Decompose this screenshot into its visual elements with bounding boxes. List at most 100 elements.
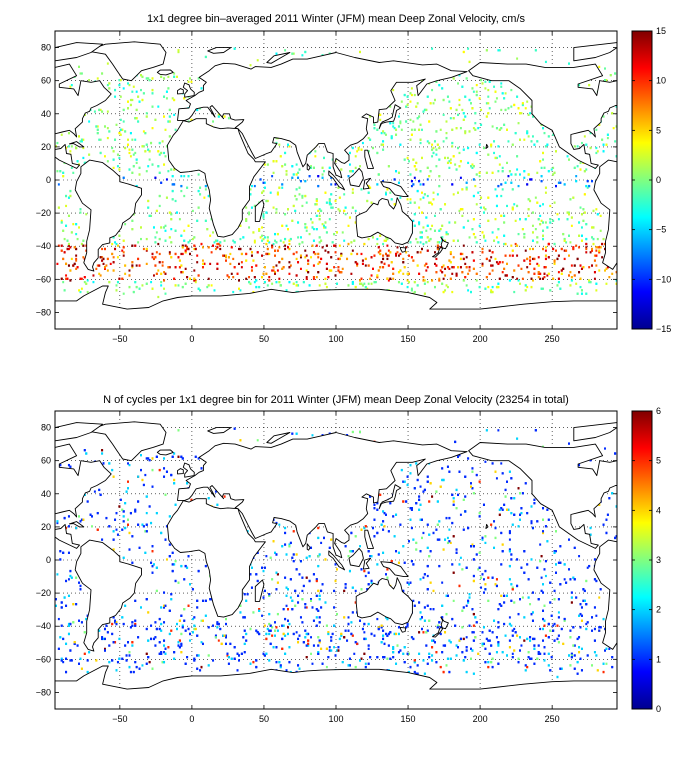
data-bin — [501, 188, 504, 191]
data-bin — [201, 246, 204, 249]
data-bin — [418, 128, 421, 131]
data-bin — [67, 196, 70, 199]
data-bin — [546, 226, 549, 229]
data-bin — [517, 184, 520, 188]
data-bin — [353, 652, 356, 655]
data-bin — [238, 279, 240, 282]
data-bin — [384, 252, 387, 256]
data-bin — [294, 194, 297, 198]
data-bin — [328, 269, 331, 272]
data-bin — [354, 261, 357, 264]
data-bin — [200, 242, 203, 246]
data-bin — [579, 277, 582, 280]
data-bin — [572, 196, 575, 199]
data-bin — [131, 261, 134, 264]
data-bin — [88, 79, 91, 82]
data-bin — [536, 171, 539, 174]
data-bin — [423, 264, 426, 267]
data-bin — [167, 266, 170, 269]
data-bin — [615, 271, 617, 274]
data-bin — [176, 75, 178, 78]
data-bin — [108, 82, 111, 85]
data-bin — [462, 244, 465, 247]
data-bin — [158, 171, 161, 174]
data-bin — [334, 244, 337, 247]
data-bin — [457, 239, 459, 242]
data-bin — [475, 151, 478, 155]
data-bin — [262, 237, 265, 241]
data-bin — [291, 165, 294, 168]
data-bin — [457, 266, 459, 269]
data-bin — [422, 183, 425, 186]
data-bin — [127, 107, 129, 110]
data-bin — [526, 257, 529, 261]
data-bin — [72, 264, 75, 267]
data-bin — [593, 277, 596, 280]
data-bin — [253, 241, 256, 244]
data-bin — [591, 180, 594, 183]
data-bin — [65, 274, 68, 277]
data-bin — [186, 186, 189, 189]
data-bin — [210, 284, 213, 287]
data-bin — [150, 280, 153, 284]
data-bin — [516, 95, 519, 98]
data-bin — [65, 262, 68, 266]
data-bin — [405, 251, 408, 254]
data-bin — [119, 118, 122, 121]
data-bin — [544, 574, 547, 578]
data-bin — [193, 269, 196, 272]
data-bin — [101, 256, 104, 259]
data-bin — [530, 285, 533, 289]
data-bin — [348, 151, 351, 155]
data-bin — [464, 95, 467, 98]
data-bin — [412, 158, 415, 161]
data-bin — [373, 254, 376, 257]
data-bin — [271, 244, 274, 247]
data-bin — [281, 165, 284, 168]
data-bin — [275, 264, 278, 267]
data-bin — [433, 98, 436, 102]
data-bin — [490, 145, 493, 148]
data-bin — [93, 110, 96, 113]
data-bin — [457, 82, 459, 85]
data-bin — [200, 87, 203, 90]
data-bin — [598, 249, 601, 252]
data-bin — [106, 110, 109, 113]
data-bin — [418, 221, 421, 224]
data-bin — [288, 247, 291, 251]
data-bin — [132, 153, 135, 156]
data-bin — [560, 269, 563, 272]
data-bin — [444, 289, 447, 292]
data-bin — [585, 242, 588, 246]
data-bin — [315, 276, 318, 279]
data-bin — [595, 254, 598, 257]
data-bin — [422, 242, 425, 246]
data-bin — [529, 262, 532, 266]
data-bin — [426, 224, 429, 227]
data-bin — [177, 256, 180, 259]
data-bin — [384, 239, 387, 242]
data-bin — [128, 151, 131, 155]
data-bin — [331, 158, 334, 161]
data-bin — [606, 266, 609, 269]
data-bin — [79, 290, 82, 294]
data-bin — [429, 237, 432, 241]
data-bin — [367, 282, 370, 285]
data-bin — [510, 244, 513, 247]
data-bin — [135, 184, 138, 188]
data-bin — [310, 166, 313, 169]
data-bin — [451, 128, 454, 131]
data-bin — [238, 262, 240, 266]
data-bin — [262, 181, 265, 184]
data-bin — [406, 285, 409, 289]
data-bin — [147, 165, 150, 168]
data-bin — [393, 178, 396, 181]
data-bin — [495, 204, 498, 208]
data-bin — [312, 264, 315, 267]
data-bin — [141, 75, 144, 78]
data-bin — [118, 234, 121, 237]
data-bin — [452, 155, 455, 158]
data-bin — [425, 108, 428, 112]
data-bin — [338, 271, 341, 274]
data-bin — [409, 118, 412, 121]
